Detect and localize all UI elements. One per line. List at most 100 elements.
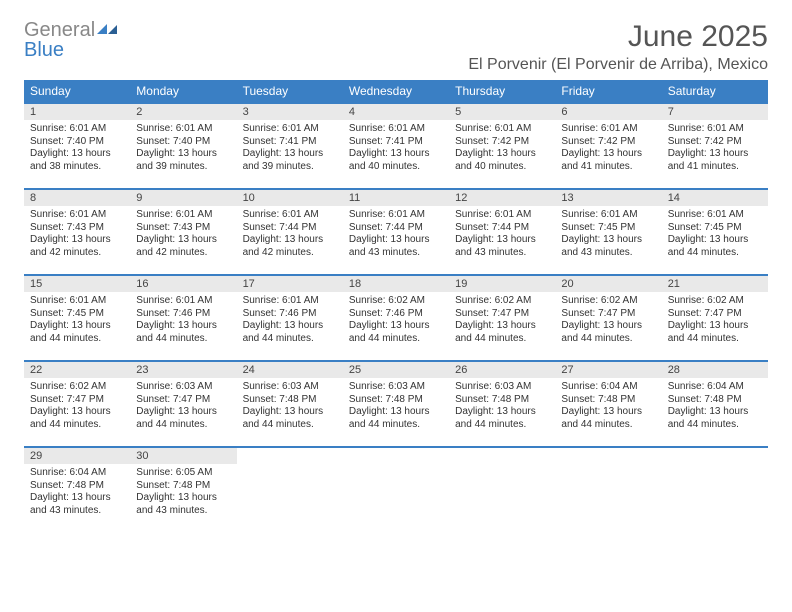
calendar-cell: 29Sunrise: 6:04 AMSunset: 7:48 PMDayligh… [24,447,130,532]
sunset-line: Sunset: 7:46 PM [136,308,230,321]
sunset-line: Sunset: 7:44 PM [243,222,337,235]
sunset-line: Sunset: 7:40 PM [136,136,230,149]
calendar-cell: 8Sunrise: 6:01 AMSunset: 7:43 PMDaylight… [24,189,130,275]
calendar-cell: 4Sunrise: 6:01 AMSunset: 7:41 PMDaylight… [343,103,449,189]
daylight-line: Daylight: 13 hours and 44 minutes. [243,406,337,431]
day-number: 9 [130,190,236,206]
brand-logo: General Blue [24,20,119,60]
daylight-line: Daylight: 13 hours and 44 minutes. [668,320,762,345]
calendar-cell: 25Sunrise: 6:03 AMSunset: 7:48 PMDayligh… [343,361,449,447]
sunrise-line: Sunrise: 6:01 AM [30,123,124,136]
daylight-line: Daylight: 13 hours and 44 minutes. [349,406,443,431]
calendar-cell: 9Sunrise: 6:01 AMSunset: 7:43 PMDaylight… [130,189,236,275]
calendar-cell: 13Sunrise: 6:01 AMSunset: 7:45 PMDayligh… [555,189,661,275]
day-number: 19 [449,276,555,292]
daylight-line: Daylight: 13 hours and 39 minutes. [243,148,337,173]
weekday-header: Monday [130,80,236,103]
sunrise-line: Sunrise: 6:01 AM [561,209,655,222]
daylight-line: Daylight: 13 hours and 41 minutes. [561,148,655,173]
daylight-line: Daylight: 13 hours and 44 minutes. [243,320,337,345]
calendar-cell: 16Sunrise: 6:01 AMSunset: 7:46 PMDayligh… [130,275,236,361]
sunrise-line: Sunrise: 6:05 AM [136,467,230,480]
day-number: 14 [662,190,768,206]
day-number: 27 [555,362,661,378]
day-details: Sunrise: 6:01 AMSunset: 7:42 PMDaylight:… [662,120,768,177]
sunset-line: Sunset: 7:48 PM [349,394,443,407]
sunset-line: Sunset: 7:48 PM [455,394,549,407]
daylight-line: Daylight: 13 hours and 44 minutes. [136,320,230,345]
daylight-line: Daylight: 13 hours and 42 minutes. [136,234,230,259]
day-details: Sunrise: 6:03 AMSunset: 7:48 PMDaylight:… [449,378,555,435]
day-details: Sunrise: 6:01 AMSunset: 7:43 PMDaylight:… [130,206,236,263]
weekday-header: Thursday [449,80,555,103]
sunrise-line: Sunrise: 6:01 AM [136,123,230,136]
sunset-line: Sunset: 7:48 PM [136,480,230,493]
day-details: Sunrise: 6:01 AMSunset: 7:45 PMDaylight:… [662,206,768,263]
day-number: 18 [343,276,449,292]
day-details: Sunrise: 6:01 AMSunset: 7:46 PMDaylight:… [130,292,236,349]
day-number: 6 [555,104,661,120]
logo-mark-icon [97,20,119,40]
sunset-line: Sunset: 7:43 PM [30,222,124,235]
day-details: Sunrise: 6:03 AMSunset: 7:48 PMDaylight:… [237,378,343,435]
sunrise-line: Sunrise: 6:01 AM [349,123,443,136]
daylight-line: Daylight: 13 hours and 44 minutes. [561,406,655,431]
sunset-line: Sunset: 7:48 PM [243,394,337,407]
calendar-table: SundayMondayTuesdayWednesdayThursdayFrid… [24,80,768,532]
sunrise-line: Sunrise: 6:01 AM [561,123,655,136]
daylight-line: Daylight: 13 hours and 41 minutes. [668,148,762,173]
day-details: Sunrise: 6:01 AMSunset: 7:41 PMDaylight:… [343,120,449,177]
calendar-cell: 20Sunrise: 6:02 AMSunset: 7:47 PMDayligh… [555,275,661,361]
calendar-cell: 30Sunrise: 6:05 AMSunset: 7:48 PMDayligh… [130,447,236,532]
sunrise-line: Sunrise: 6:04 AM [561,381,655,394]
day-details: Sunrise: 6:02 AMSunset: 7:47 PMDaylight:… [555,292,661,349]
day-number: 2 [130,104,236,120]
weekday-header: Friday [555,80,661,103]
sunrise-line: Sunrise: 6:02 AM [668,295,762,308]
daylight-line: Daylight: 13 hours and 44 minutes. [561,320,655,345]
sunset-line: Sunset: 7:46 PM [243,308,337,321]
day-details: Sunrise: 6:02 AMSunset: 7:47 PMDaylight:… [449,292,555,349]
day-number: 5 [449,104,555,120]
day-number: 30 [130,448,236,464]
calendar-cell: 21Sunrise: 6:02 AMSunset: 7:47 PMDayligh… [662,275,768,361]
sunset-line: Sunset: 7:48 PM [561,394,655,407]
calendar-cell: 2Sunrise: 6:01 AMSunset: 7:40 PMDaylight… [130,103,236,189]
page-title: June 2025 [468,20,768,54]
day-number: 22 [24,362,130,378]
brand-part2: Blue [24,39,64,61]
calendar-cell: 23Sunrise: 6:03 AMSunset: 7:47 PMDayligh… [130,361,236,447]
calendar-cell: 7Sunrise: 6:01 AMSunset: 7:42 PMDaylight… [662,103,768,189]
sunset-line: Sunset: 7:41 PM [349,136,443,149]
sunset-line: Sunset: 7:43 PM [136,222,230,235]
day-number: 17 [237,276,343,292]
day-details: Sunrise: 6:03 AMSunset: 7:48 PMDaylight:… [343,378,449,435]
calendar-cell: 28Sunrise: 6:04 AMSunset: 7:48 PMDayligh… [662,361,768,447]
day-details: Sunrise: 6:01 AMSunset: 7:40 PMDaylight:… [24,120,130,177]
day-details: Sunrise: 6:01 AMSunset: 7:44 PMDaylight:… [343,206,449,263]
day-details: Sunrise: 6:01 AMSunset: 7:45 PMDaylight:… [555,206,661,263]
sunset-line: Sunset: 7:44 PM [455,222,549,235]
day-details: Sunrise: 6:02 AMSunset: 7:47 PMDaylight:… [662,292,768,349]
calendar-cell: 24Sunrise: 6:03 AMSunset: 7:48 PMDayligh… [237,361,343,447]
brand-part1: General [24,19,95,41]
day-details: Sunrise: 6:01 AMSunset: 7:42 PMDaylight:… [449,120,555,177]
header: General Blue June 2025 El Porvenir (El P… [24,20,768,74]
calendar-cell: 18Sunrise: 6:02 AMSunset: 7:46 PMDayligh… [343,275,449,361]
day-details: Sunrise: 6:01 AMSunset: 7:46 PMDaylight:… [237,292,343,349]
sunrise-line: Sunrise: 6:03 AM [243,381,337,394]
day-number: 7 [662,104,768,120]
day-number: 26 [449,362,555,378]
calendar-cell: 26Sunrise: 6:03 AMSunset: 7:48 PMDayligh… [449,361,555,447]
sunrise-line: Sunrise: 6:02 AM [349,295,443,308]
sunset-line: Sunset: 7:42 PM [668,136,762,149]
sunrise-line: Sunrise: 6:01 AM [455,123,549,136]
day-number: 10 [237,190,343,206]
sunset-line: Sunset: 7:47 PM [30,394,124,407]
sunset-line: Sunset: 7:41 PM [243,136,337,149]
day-details: Sunrise: 6:04 AMSunset: 7:48 PMDaylight:… [662,378,768,435]
day-details: Sunrise: 6:03 AMSunset: 7:47 PMDaylight:… [130,378,236,435]
daylight-line: Daylight: 13 hours and 40 minutes. [455,148,549,173]
day-number: 12 [449,190,555,206]
sunrise-line: Sunrise: 6:02 AM [455,295,549,308]
